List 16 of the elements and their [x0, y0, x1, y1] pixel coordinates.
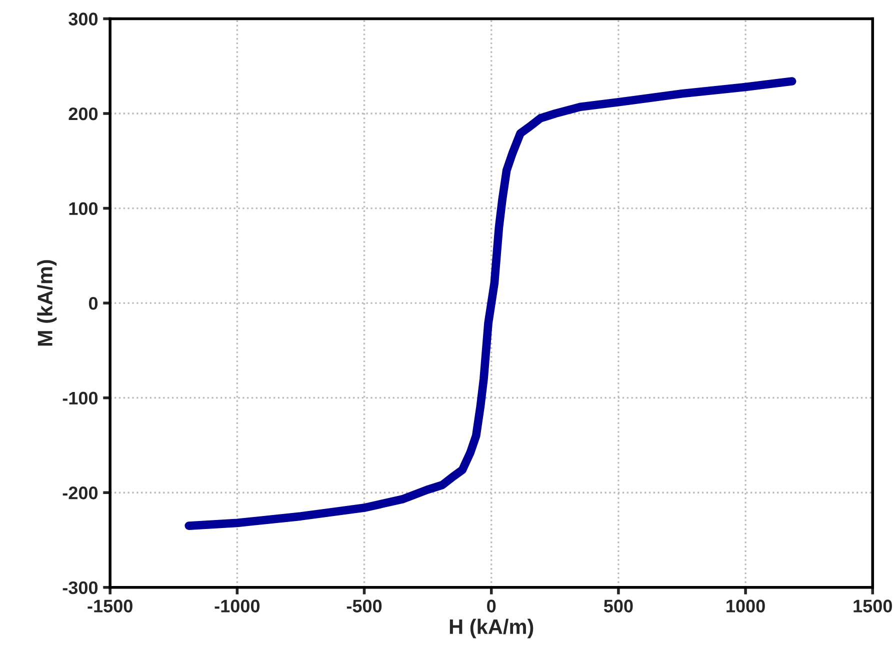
y-tick-label: -300: [62, 581, 98, 594]
x-tick-label: 1500: [854, 600, 892, 612]
y-tick-label: 0: [88, 296, 98, 310]
x-tick-label: -1000: [214, 600, 260, 612]
y-tick-label: -200: [62, 486, 98, 500]
y-axis-title: M (kA/m): [37, 260, 57, 346]
x-tick-label: 500: [604, 600, 633, 612]
x-tick-label: -500: [346, 600, 382, 612]
y-tick-label: -100: [62, 392, 98, 405]
x-tick-label: -1500: [88, 600, 132, 612]
y-tick-label: 300: [68, 12, 98, 26]
y-tick-label: 200: [68, 107, 98, 120]
x-tick-label: 1000: [726, 600, 765, 612]
x-tick-label: 0: [487, 600, 496, 612]
y-tick-label: 100: [69, 202, 98, 215]
x-axis-title: H (kA/m): [450, 618, 534, 638]
